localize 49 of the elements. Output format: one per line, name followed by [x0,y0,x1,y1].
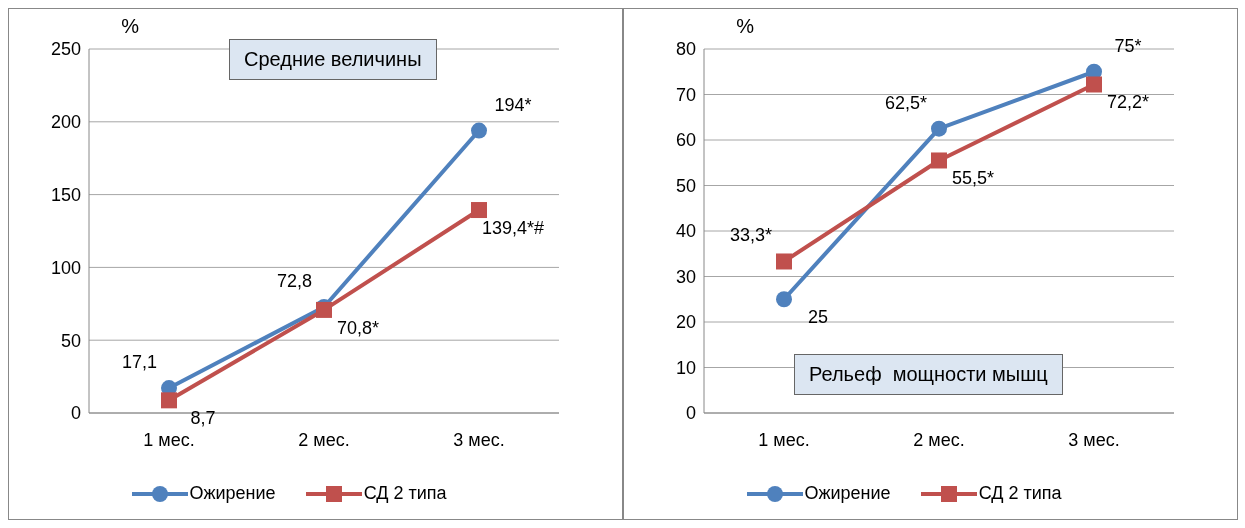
data-label: 33,3* [729,225,772,246]
y-tick-label: 0 [685,403,696,424]
data-label: 17,1 [121,352,157,373]
x-tick-label: 2 мес. [913,429,965,450]
y-axis-title: % [121,15,140,38]
x-tick-label: 3 мес. [453,429,505,450]
x-tick-label: 1 мес. [758,429,810,450]
y-tick-label: 30 [675,266,696,287]
data-label: 8,7 [190,408,216,429]
y-tick-label: 40 [675,221,696,242]
point [776,253,792,270]
point [471,122,487,139]
legend-label: СД 2 типа [978,483,1062,504]
y-tick-label: 150 [50,184,81,205]
text: Рельеф мощности мышц [794,354,1063,395]
y-tick-label: 70 [675,84,696,105]
data-label: 25 [807,307,829,328]
point [1086,76,1102,93]
y-tick-label: 80 [675,39,696,60]
point [931,120,947,137]
point [776,291,792,308]
point [931,152,947,169]
data-label: 72,8 [276,271,312,291]
data-label: 62,5* [884,92,927,113]
chart-title: Средние величины [229,39,437,80]
y-tick-label: 50 [60,330,81,351]
y-tick-label: 60 [675,130,696,151]
data-label: 194* [494,94,532,115]
data-label: 72,2* [1106,92,1150,113]
data-label: 139,4*# [481,218,545,239]
x-tick-label: 2 мес. [298,429,350,450]
data-label: 70,8* [336,317,380,338]
point [161,392,177,409]
y-tick-label: 20 [675,312,696,333]
x-tick-label: 1 мес. [143,429,195,450]
y-axis-title: % [736,15,755,38]
data-label: 55,5* [951,168,995,189]
y-tick-label: 10 [675,357,696,378]
y-tick-label: 50 [675,175,696,196]
y-tick-label: 200 [50,112,81,133]
data-label: 75* [1114,35,1142,56]
legend-label: Ожирение [804,483,891,504]
y-tick-label: 250 [50,39,81,60]
y-tick-label: 0 [70,403,81,424]
legend-label: СД 2 типа [363,483,447,504]
x-tick-label: 3 мес. [1068,429,1120,450]
y-tick-label: 100 [50,257,81,278]
legend-label: Ожирение [189,483,276,504]
point [471,202,487,219]
